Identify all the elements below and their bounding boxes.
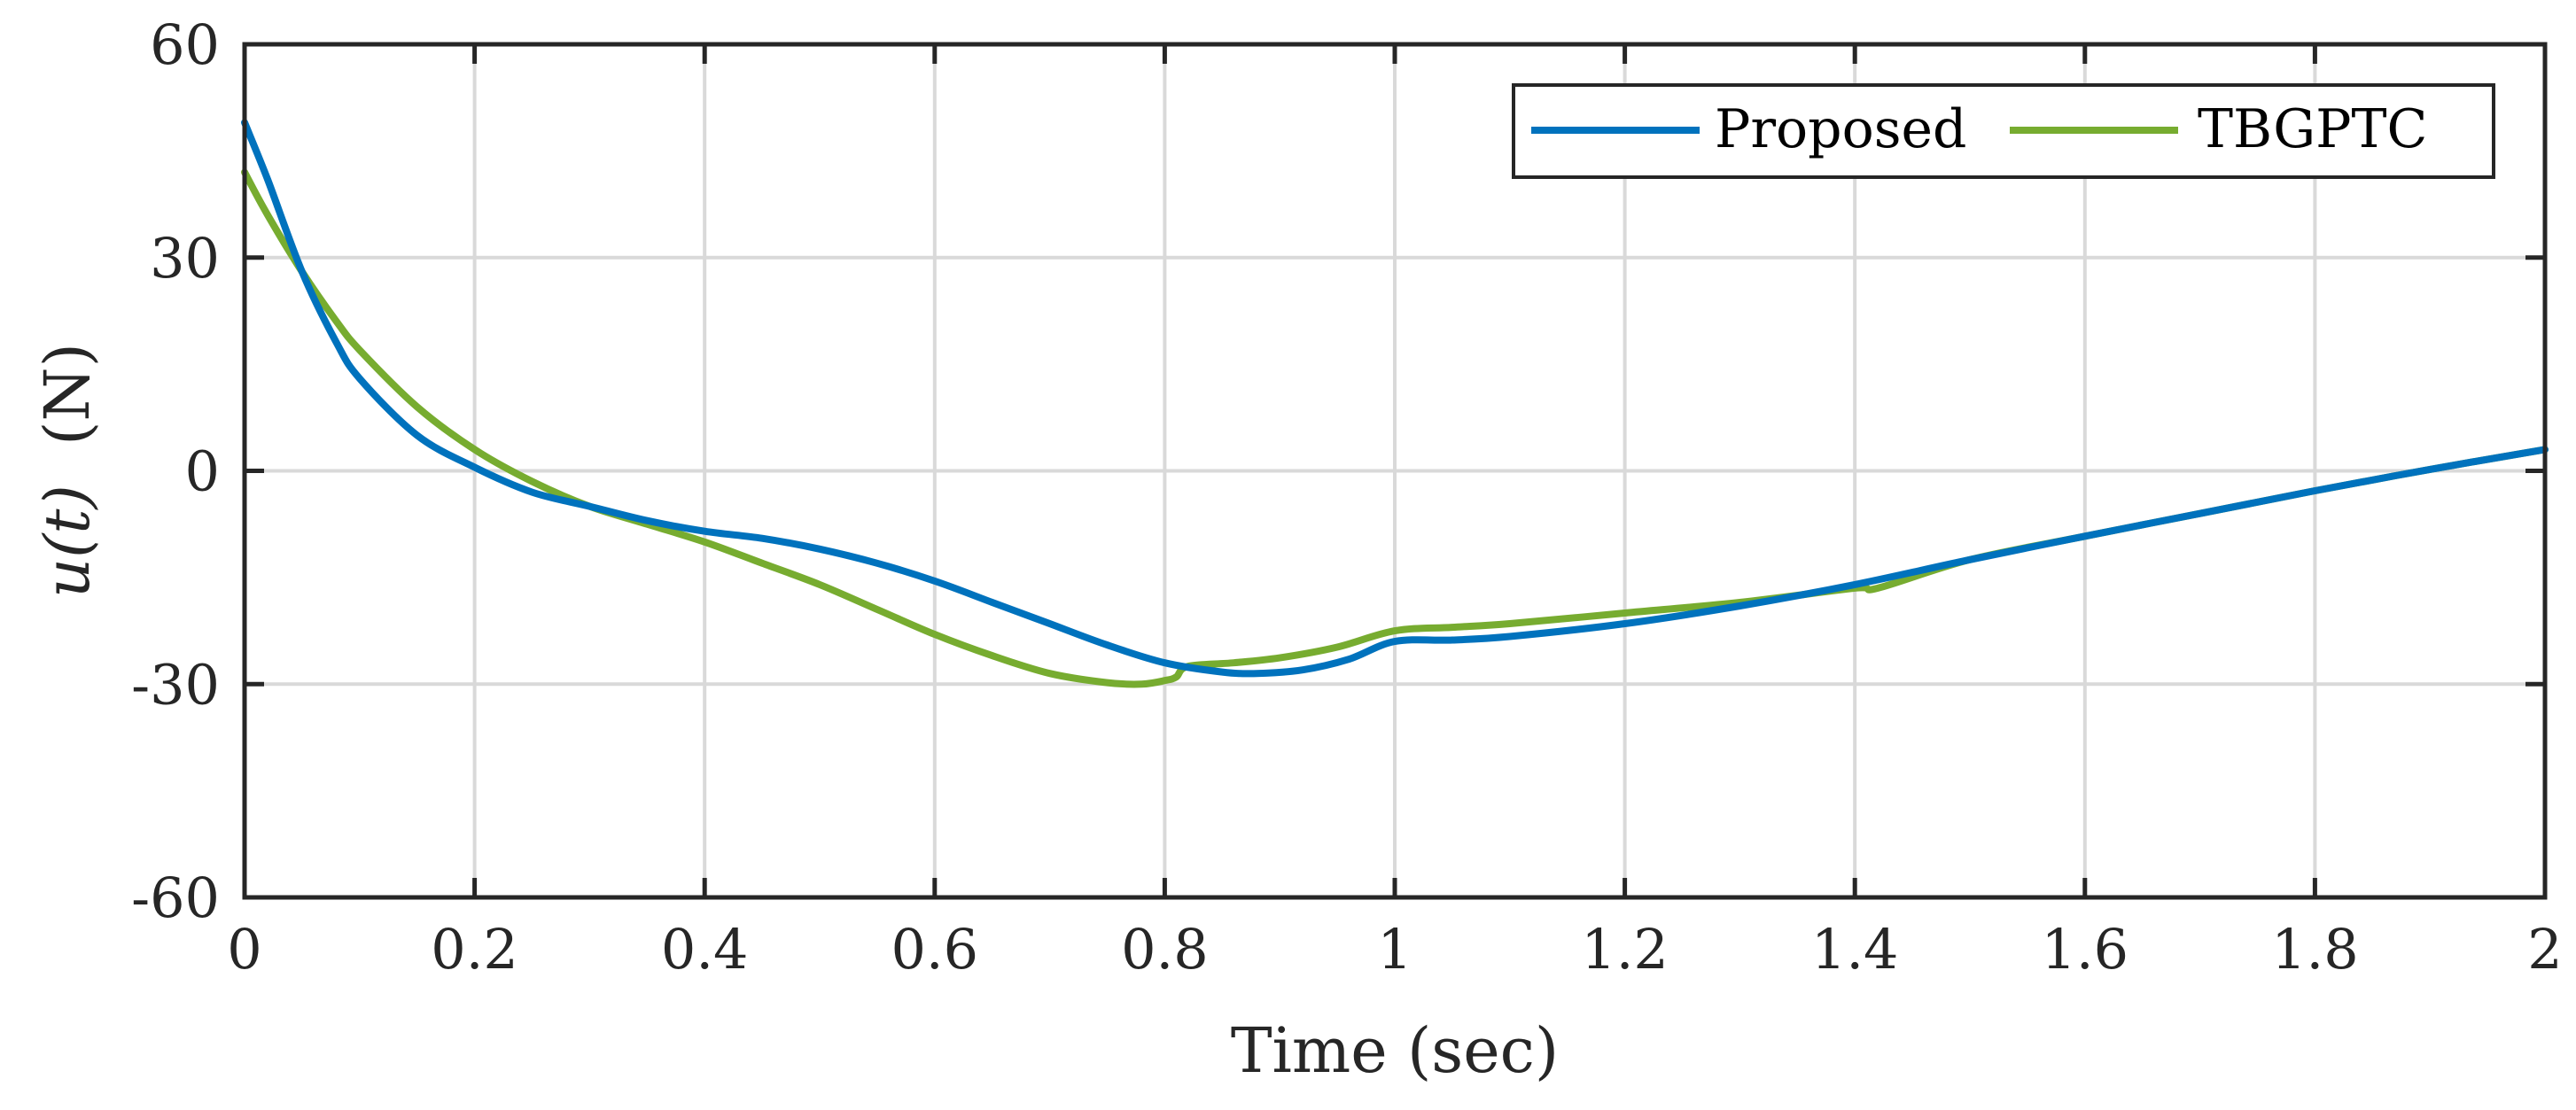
data-series — [241, 119, 2549, 688]
x-axis-label: Time (sec) — [1231, 1014, 1559, 1087]
x-tick-label: 1.2 — [1581, 917, 1669, 982]
x-tick-label: 1.4 — [1811, 917, 1899, 982]
x-tick-label: 0.2 — [431, 917, 518, 982]
x-tick-label: 1 — [1377, 917, 1412, 982]
y-axis-label-math: u(t) — [31, 485, 104, 598]
y-tick-label: 60 — [150, 12, 220, 77]
legend-label-tbgptc: TBGPTC — [2198, 98, 2427, 160]
y-axis-label-unit: (N) — [31, 343, 104, 446]
axis-ticks — [242, 42, 2548, 900]
x-tick-label: 0 — [227, 917, 261, 982]
legend-label-proposed: Proposed — [1715, 98, 1966, 160]
x-tick-label: 1.8 — [2271, 917, 2359, 982]
y-tick-label: -60 — [131, 865, 220, 930]
x-tick-label: 1.6 — [2041, 917, 2129, 982]
svg-text:u(t) (N): u(t) (N) — [31, 343, 104, 598]
y-tick-label: 0 — [185, 439, 220, 504]
y-tick-label: -30 — [131, 652, 220, 717]
y-axis-label: u(t) (N) — [31, 343, 104, 598]
grid-lines — [245, 44, 2545, 897]
x-tick-label: 2 — [2527, 917, 2562, 982]
x-tick-label: 0.6 — [891, 917, 978, 982]
y-tick-label: 30 — [150, 226, 220, 291]
series-line-proposed — [241, 119, 2549, 678]
tick-labels: 0 0.2 0.4 0.6 0.8 1 1.2 1.4 1.6 1.8 2 60 30 0 -30 -60 — [131, 12, 2563, 982]
legend: Proposed TBGPTC — [1512, 83, 2495, 179]
x-tick-label: 0.4 — [661, 917, 749, 982]
x-tick-label: 0.8 — [1121, 917, 1209, 982]
